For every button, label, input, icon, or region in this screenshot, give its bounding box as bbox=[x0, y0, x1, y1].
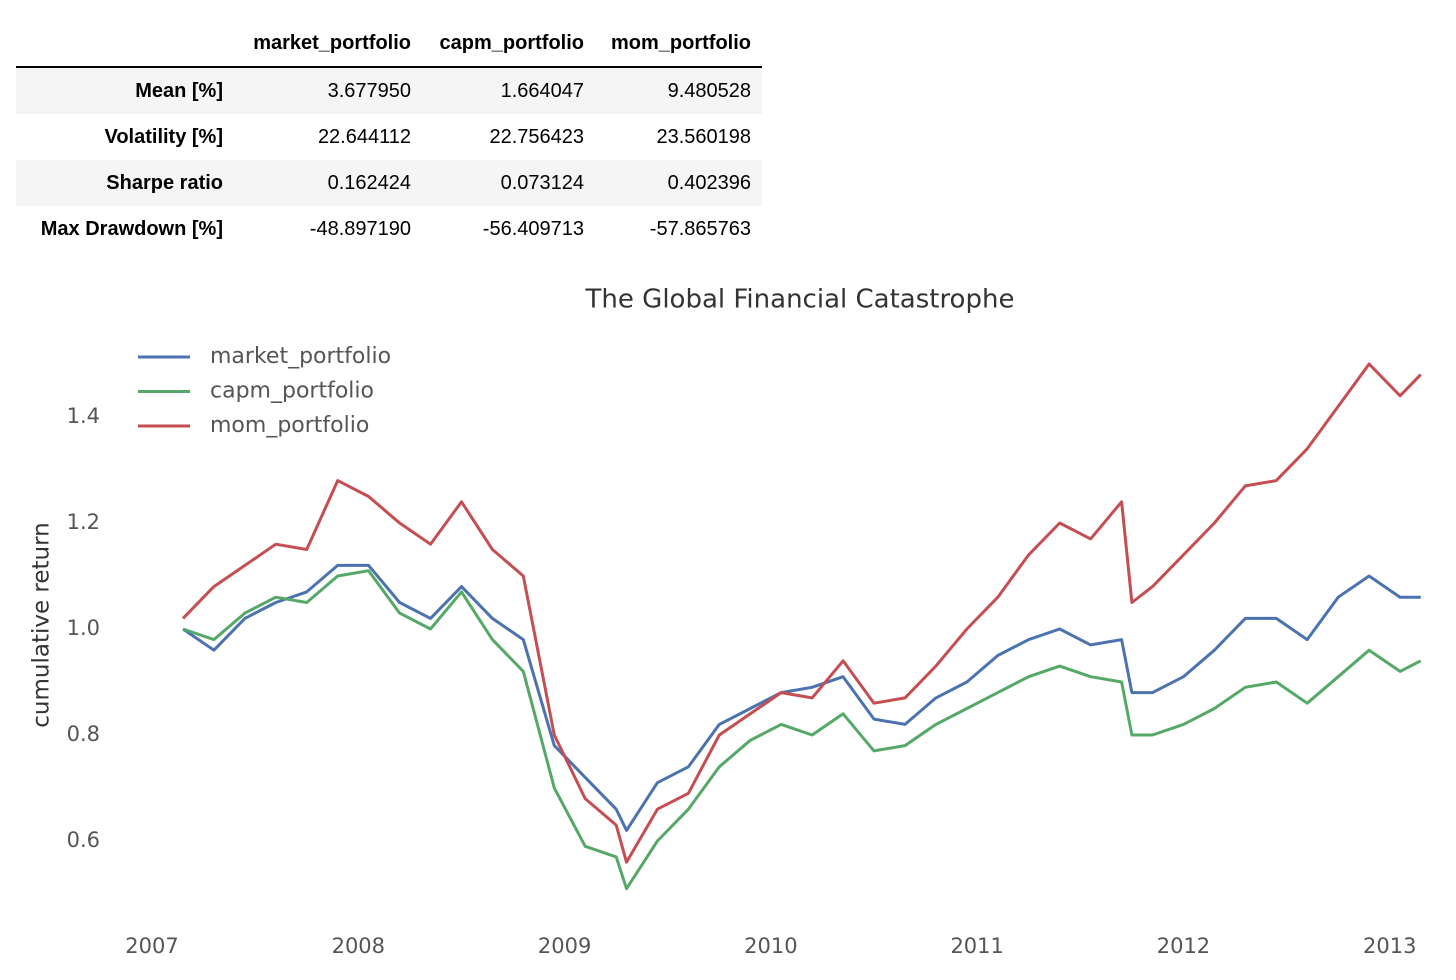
legend-label: market_portfolio bbox=[210, 344, 391, 369]
table-cell: 9.480528 bbox=[667, 79, 751, 102]
table-row: Max Drawdown [%] -48.897190 -56.409713 -57.… bbox=[16, 206, 762, 252]
stats-table: market_portfolio capm_portfolio mom_portfo… bbox=[16, 20, 762, 252]
table-header: market_portfolio capm_portfolio mom_portfo… bbox=[16, 20, 762, 68]
table-cell: -48.897190 bbox=[309, 217, 411, 240]
y-tick-label: 0.6 bbox=[67, 828, 100, 852]
table-cell: 1.664047 bbox=[500, 79, 584, 102]
table-cell: mom_portfolio bbox=[611, 31, 751, 54]
table-cell: 3.677950 bbox=[327, 79, 411, 102]
table-cell: 0.073124 bbox=[500, 171, 584, 194]
y-tick-label: 1.2 bbox=[67, 510, 100, 534]
table-row: Sharpe ratio 0.162424 0.073124 0.402396 bbox=[16, 160, 762, 206]
line-series bbox=[182, 563, 1421, 832]
table-cell: Mean [%] bbox=[135, 79, 223, 102]
chart-title: The Global Financial Catastrophe bbox=[585, 285, 1015, 315]
y-axis-label: cumulative return bbox=[29, 522, 55, 728]
y-tick-label: 1.4 bbox=[67, 404, 100, 428]
x-tick-label: 2013 bbox=[1363, 934, 1416, 958]
line-series bbox=[181, 362, 1422, 864]
legend-label: mom_portfolio bbox=[210, 413, 369, 438]
x-tick-label: 2007 bbox=[125, 934, 178, 958]
table-cell: market_portfolio bbox=[253, 31, 411, 54]
x-tick-label: 2010 bbox=[744, 934, 797, 958]
table-cell: 0.162424 bbox=[327, 171, 411, 194]
x-tick-label: 2008 bbox=[332, 934, 385, 958]
legend-label: capm_portfolio bbox=[210, 379, 374, 404]
table-cell: Max Drawdown [%] bbox=[40, 217, 223, 240]
table-row: Volatility [%] 22.644112 22.756423 23.56019… bbox=[16, 114, 762, 160]
table-cell: 22.756423 bbox=[489, 125, 584, 148]
table-cell: Volatility [%] bbox=[104, 125, 223, 148]
table-cell: 0.402396 bbox=[667, 171, 751, 194]
x-tick-label: 2012 bbox=[1157, 934, 1210, 958]
x-tick-label: 2011 bbox=[950, 934, 1003, 958]
table-cell: 22.644112 bbox=[317, 125, 411, 148]
y-tick-label: 1.0 bbox=[67, 616, 100, 640]
table-cell: 23.560198 bbox=[656, 125, 751, 148]
table-cell: Sharpe ratio bbox=[106, 171, 223, 194]
table-cell: -57.865763 bbox=[649, 217, 751, 240]
table-cell: capm_portfolio bbox=[439, 31, 584, 54]
y-tick-label: 0.8 bbox=[67, 722, 100, 746]
table-row: Mean [%] 3.677950 1.664047 9.480528 bbox=[16, 68, 762, 114]
line-series bbox=[182, 569, 1422, 891]
x-tick-label: 2009 bbox=[538, 934, 591, 958]
table-cell: -56.409713 bbox=[482, 217, 584, 240]
